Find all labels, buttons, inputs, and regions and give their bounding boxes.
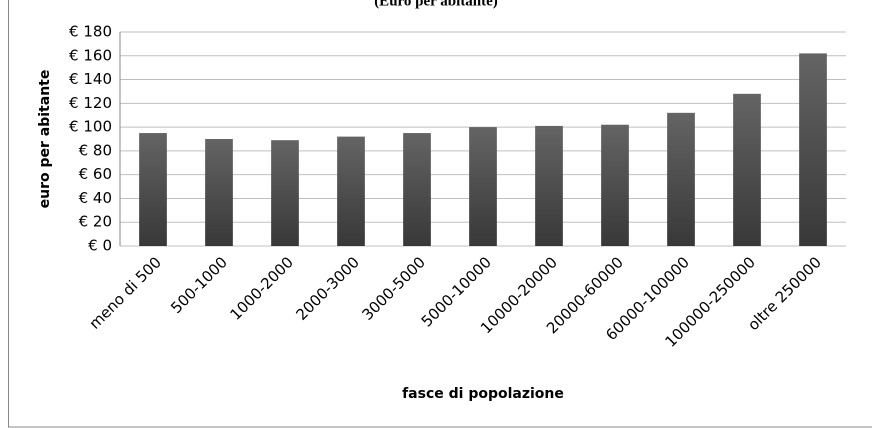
x-tick-label: 1000-2000 bbox=[226, 253, 297, 324]
chart-title: (Euro per abitante) bbox=[374, 0, 498, 9]
x-tick-label: 3000-5000 bbox=[358, 253, 429, 324]
y-tick-label: € 0 bbox=[88, 237, 112, 255]
y-tick-label: € 100 bbox=[69, 118, 112, 136]
bar bbox=[733, 93, 761, 246]
x-tick-label: meno di 500 bbox=[86, 253, 165, 332]
y-tick-label: € 80 bbox=[79, 141, 112, 159]
x-tick-label: 2000-3000 bbox=[292, 253, 363, 324]
chart-frame bbox=[8, 0, 872, 428]
bar bbox=[403, 133, 431, 246]
bar bbox=[469, 127, 497, 246]
bar bbox=[667, 112, 695, 246]
bar bbox=[271, 140, 299, 246]
x-tick-label: 500-1000 bbox=[167, 253, 231, 317]
bar bbox=[337, 136, 365, 246]
bar bbox=[601, 124, 629, 246]
bar bbox=[205, 139, 233, 246]
y-tick-label: € 20 bbox=[79, 213, 112, 231]
bar bbox=[139, 133, 167, 246]
y-axis-title: euro per abitante bbox=[37, 70, 53, 209]
y-tick-label: € 60 bbox=[79, 165, 112, 183]
y-tick-label: € 120 bbox=[69, 94, 112, 112]
y-tick-label: € 40 bbox=[79, 189, 112, 207]
y-tick-label: € 180 bbox=[69, 23, 112, 41]
y-tick-label: € 140 bbox=[69, 70, 112, 88]
bar bbox=[799, 53, 827, 247]
y-tick-label: € 160 bbox=[69, 46, 112, 64]
x-axis-title: fasce di popolazione bbox=[402, 386, 564, 402]
bar bbox=[535, 125, 563, 246]
